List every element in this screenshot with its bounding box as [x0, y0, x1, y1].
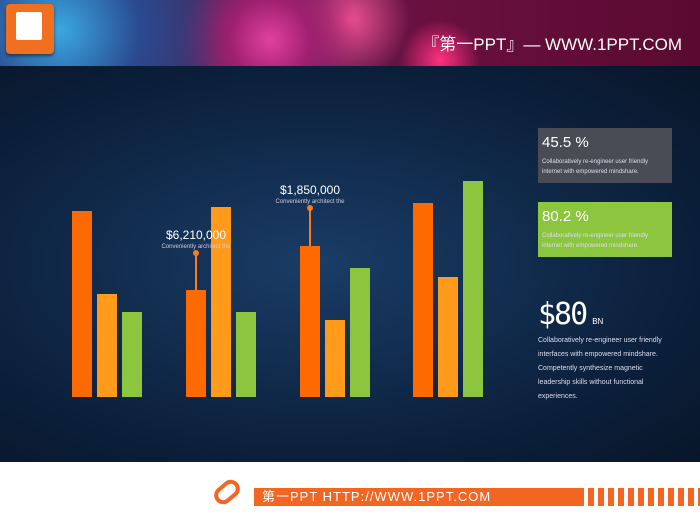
bar [97, 294, 117, 397]
stat-box-2: 80.2 % Collaboratively re-engineer user … [538, 202, 672, 257]
stat-box-1: 45.5 % Collaboratively re-engineer user … [538, 128, 672, 183]
bar [186, 290, 206, 397]
stat-text: Collaboratively re-engineer user friendl… [542, 233, 649, 249]
stat-value: 45.5 % [542, 134, 589, 151]
powerpoint-icon [6, 4, 54, 54]
bar [438, 277, 458, 397]
annotation-caption: Conveniently architect the [161, 244, 231, 250]
annotation-caption: Conveniently architect the [275, 199, 345, 205]
header-title: 『第一PPT』— WWW.1PPT.COM [422, 35, 682, 54]
bar [325, 320, 345, 397]
annotation-value: $1,850,000 [280, 183, 340, 197]
annotation-dot [193, 250, 199, 256]
header-banner: 『第一PPT』— WWW.1PPT.COM [0, 0, 700, 66]
bar [72, 211, 92, 397]
stat-value: 80.2 % [542, 208, 589, 225]
highlight-text: Collaboratively re-engineer user friendl… [538, 337, 662, 400]
bar [122, 312, 142, 397]
bar [211, 207, 231, 397]
bar [300, 246, 320, 397]
bar [413, 203, 433, 397]
bar [350, 268, 370, 397]
highlight-value: $80 [538, 297, 588, 332]
bar [463, 181, 483, 397]
highlight-stat: $80 BN Collaboratively re-engineer user f… [538, 297, 668, 404]
footer-stripes [588, 488, 700, 506]
bar [236, 312, 256, 397]
annotation-value: $6,210,000 [166, 228, 226, 242]
stat-text: Collaboratively re-engineer user friendl… [542, 159, 649, 175]
footer-bar: 第一PPT HTTP://WWW.1PPT.COM [254, 488, 584, 506]
highlight-unit: BN [592, 317, 604, 326]
annotation-dot [307, 205, 313, 211]
